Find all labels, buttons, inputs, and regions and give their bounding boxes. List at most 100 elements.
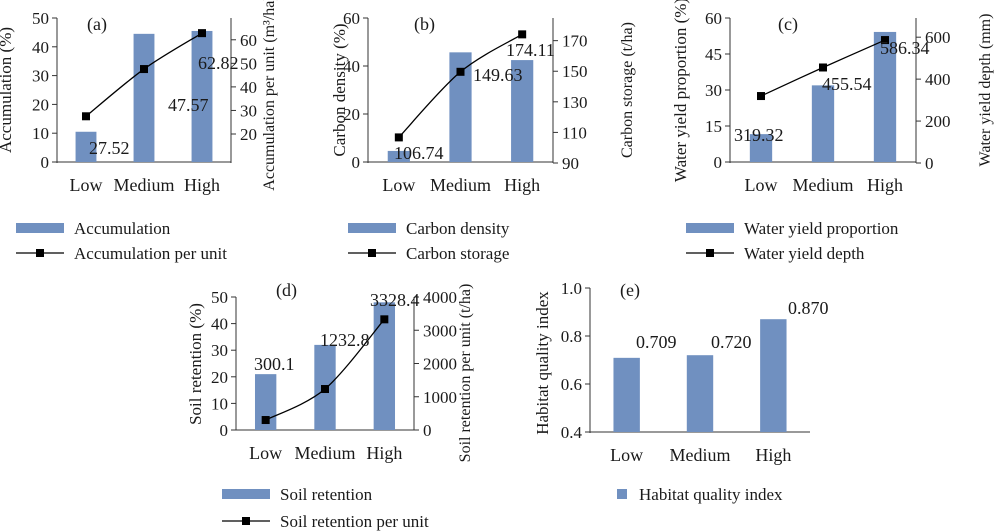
y-tick-label: 30 bbox=[705, 81, 722, 100]
x-tick-label: Medium bbox=[430, 175, 491, 195]
y-tick-label: 0.4 bbox=[561, 423, 583, 442]
legend: Accumulation Accumulation per unit bbox=[16, 219, 227, 263]
legend-label: Accumulation bbox=[74, 219, 171, 238]
y-tick-label-right: 110 bbox=[562, 123, 587, 142]
legend-label: Accumulation per unit bbox=[74, 244, 227, 263]
y-axis-title-right: Water yield depth (mm) bbox=[977, 14, 994, 167]
y-axis-title-right: Soil retention per unit (t/ha) bbox=[457, 284, 474, 463]
y-tick-label-right: 200 bbox=[925, 112, 951, 131]
y-tick-label-right: 130 bbox=[562, 93, 588, 112]
bar bbox=[511, 60, 534, 162]
data-label: 0.709 bbox=[636, 332, 677, 352]
line-marker bbox=[757, 92, 765, 101]
line-marker bbox=[380, 315, 389, 324]
y-tick-label: 20 bbox=[211, 368, 228, 387]
y-tick-label: 20 bbox=[343, 105, 360, 124]
legend-label: Carbon density bbox=[406, 219, 510, 238]
y-axis-title-left: Water yield proportion (%) bbox=[671, 0, 690, 182]
bar bbox=[254, 374, 277, 430]
panel-label: (a) bbox=[87, 14, 107, 35]
line-marker bbox=[261, 416, 270, 425]
data-label: 0.870 bbox=[788, 298, 829, 318]
y-tick-label-right: 90 bbox=[562, 154, 579, 173]
y-tick-label: 0 bbox=[714, 153, 723, 172]
y-tick-label-right: 3000 bbox=[423, 321, 457, 340]
x-tick-label: Medium bbox=[295, 443, 356, 463]
y-tick-label: 40 bbox=[211, 315, 228, 334]
x-tick-label: Low bbox=[249, 443, 282, 463]
line-marker bbox=[819, 63, 827, 72]
x-tick-label: Medium bbox=[670, 445, 731, 465]
y-tick-label: 30 bbox=[211, 341, 228, 360]
x-tick-label: Low bbox=[382, 175, 415, 195]
y-tick-label-right: 1000 bbox=[423, 388, 457, 407]
bar bbox=[749, 134, 773, 162]
line-marker bbox=[82, 112, 90, 121]
panel-label: (d) bbox=[276, 280, 297, 301]
y-tick-label: 0.8 bbox=[561, 327, 582, 346]
y-tick-label-right: 400 bbox=[925, 70, 951, 89]
bar bbox=[686, 355, 714, 432]
y-axis-title-left: Habitat quality index bbox=[533, 291, 552, 435]
y-tick-label-right: 170 bbox=[562, 32, 588, 51]
data-label: 3328.4 bbox=[370, 290, 420, 310]
data-label: 1232.8 bbox=[320, 330, 370, 350]
panel-label: (e) bbox=[620, 280, 640, 301]
line-marker bbox=[394, 133, 403, 142]
y-tick-label-right: 30 bbox=[240, 101, 257, 120]
bar bbox=[133, 33, 155, 163]
panel-label: (b) bbox=[414, 14, 435, 35]
legend-swatch-bar bbox=[686, 223, 734, 233]
legend-swatch-bar bbox=[222, 489, 270, 499]
x-tick-label: High bbox=[867, 175, 903, 195]
y-tick-label: 45 bbox=[705, 45, 722, 64]
x-tick-label: Low bbox=[70, 175, 103, 195]
data-label: 27.52 bbox=[89, 138, 130, 158]
legend: Carbon density Carbon storage bbox=[348, 219, 510, 263]
y-axis-title-left: Soil retention (%) bbox=[186, 303, 205, 425]
y-tick-label: 15 bbox=[705, 117, 722, 136]
bar bbox=[373, 302, 396, 430]
y-tick-label-right: 0 bbox=[925, 154, 934, 173]
bar bbox=[760, 319, 787, 432]
bar bbox=[191, 30, 213, 163]
data-label: 174.11 bbox=[506, 40, 555, 60]
x-tick-label: Low bbox=[610, 445, 643, 465]
x-tick-label: Low bbox=[745, 175, 778, 195]
legend-swatch-bar bbox=[348, 223, 396, 233]
legend-swatch-bar bbox=[617, 489, 627, 499]
data-label: 62.82 bbox=[198, 53, 239, 73]
legend-swatch-bar bbox=[16, 223, 64, 233]
x-tick-label: High bbox=[755, 445, 791, 465]
data-label: 319.32 bbox=[734, 125, 784, 145]
y-tick-label-right: 4000 bbox=[423, 288, 457, 307]
legend-swatch-marker bbox=[368, 249, 376, 257]
legend-swatch-marker bbox=[36, 249, 44, 257]
y-tick-label-right: 20 bbox=[240, 125, 257, 144]
y-tick-label-right: 50 bbox=[240, 54, 257, 73]
bar bbox=[387, 150, 410, 162]
y-tick-label: 60 bbox=[705, 9, 722, 28]
line-marker bbox=[881, 36, 889, 45]
line-marker bbox=[456, 67, 465, 76]
bar bbox=[811, 85, 835, 162]
legend: Water yield proportion Water yield depth bbox=[686, 219, 899, 263]
panel-e: (e) 0.4 0.6 0.8 1.0 Habitat quality index Low M… bbox=[533, 279, 829, 504]
y-tick-label: 50 bbox=[211, 288, 228, 307]
data-label: 149.63 bbox=[473, 65, 523, 85]
line-marker bbox=[321, 385, 329, 394]
legend-swatch-marker bbox=[242, 517, 250, 525]
data-label: 0.720 bbox=[711, 332, 752, 352]
panel-label: (c) bbox=[778, 14, 798, 35]
y-tick-label: 0.6 bbox=[561, 375, 582, 394]
bar bbox=[449, 52, 472, 162]
legend-label: Carbon storage bbox=[406, 244, 509, 263]
x-tick-label: High bbox=[184, 175, 220, 195]
data-label: 300.1 bbox=[254, 354, 295, 374]
line-marker bbox=[518, 30, 527, 39]
legend-label: Water yield depth bbox=[744, 244, 865, 263]
y-tick-label: 40 bbox=[343, 57, 360, 76]
legend-swatch-marker bbox=[706, 249, 714, 257]
panel-a: (a) 0 10 20 30 40 50 Accumulation (%) Low Medium H… bbox=[0, 0, 278, 263]
